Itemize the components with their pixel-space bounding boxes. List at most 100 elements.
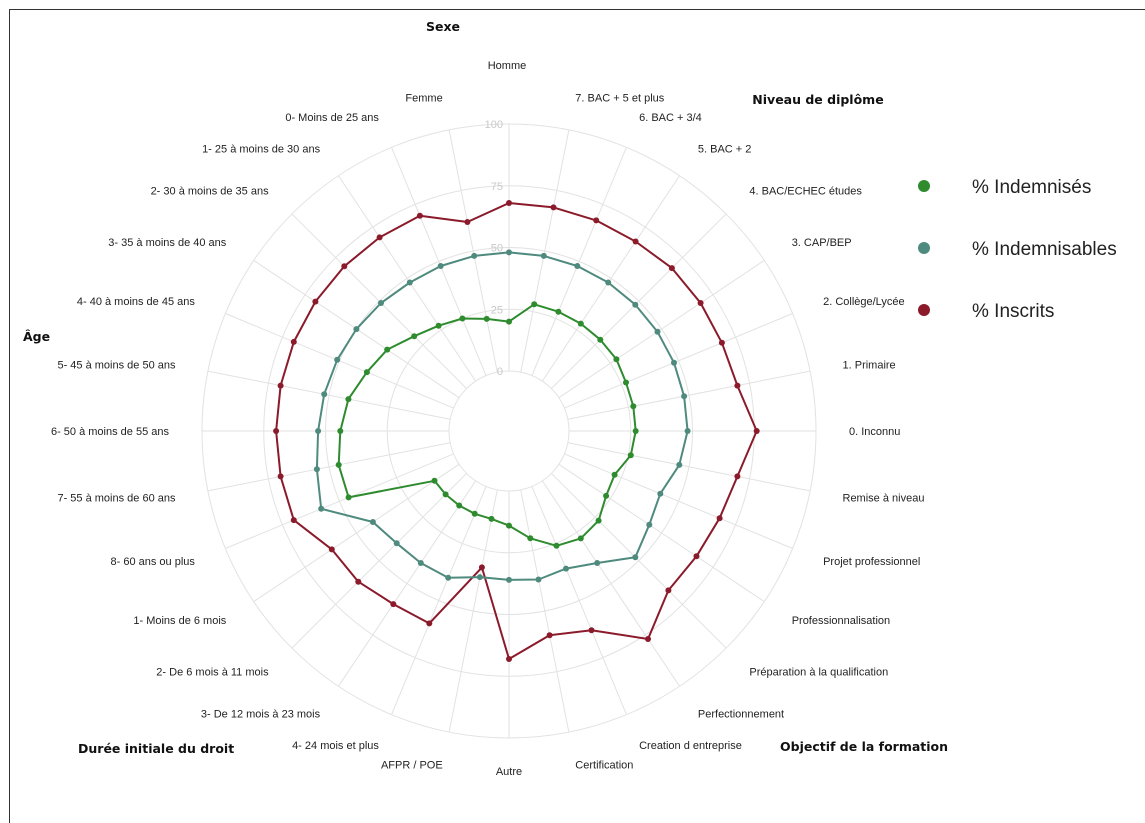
series-0-point-27 bbox=[384, 346, 391, 353]
series-2-point-27 bbox=[312, 298, 319, 305]
category-label-2: 6. BAC + 3/4 bbox=[639, 112, 702, 124]
grid-spoke-25 bbox=[207, 370, 451, 420]
category-label-21: 1- Moins de 6 mois bbox=[133, 615, 226, 627]
chart-frame bbox=[9, 9, 1145, 823]
group-label-duree: Durée initiale du droit bbox=[78, 741, 234, 756]
grid-spoke-30 bbox=[391, 147, 487, 376]
series-0-point-19 bbox=[456, 502, 463, 509]
series-0-point-5 bbox=[613, 356, 620, 363]
series-1-point-12 bbox=[632, 554, 639, 561]
category-label-8: 0. Inconnu bbox=[849, 426, 900, 438]
grid-ring-0 bbox=[448, 370, 570, 492]
series-2-point-19 bbox=[390, 601, 397, 608]
series-1-point-0 bbox=[506, 249, 512, 256]
series-0-point-30 bbox=[459, 315, 466, 322]
series-0-point-23 bbox=[335, 461, 342, 468]
series-0-point-26 bbox=[363, 369, 370, 376]
series-1-point-19 bbox=[417, 560, 424, 566]
series-2-point-2 bbox=[593, 217, 600, 224]
series-2-point-10 bbox=[716, 515, 723, 522]
grid-spoke-12 bbox=[551, 473, 727, 649]
group-label-niveau: Niveau de diplôme bbox=[752, 92, 883, 107]
grid-spoke-2 bbox=[531, 147, 627, 376]
series-1-point-8 bbox=[684, 428, 691, 434]
series-1-point-6 bbox=[671, 359, 677, 366]
series-2-point-23 bbox=[277, 473, 284, 480]
series-2-point-9 bbox=[734, 473, 741, 480]
series-0-point-3 bbox=[577, 320, 584, 327]
grid-spoke-18 bbox=[391, 486, 487, 715]
series-0-point-28 bbox=[411, 333, 418, 340]
series-1-point-23 bbox=[313, 466, 320, 473]
category-label-11: Professionnalisation bbox=[792, 615, 890, 627]
series-2-point-1 bbox=[550, 204, 557, 211]
series-0-point-15 bbox=[527, 535, 534, 542]
grid-spoke-21 bbox=[253, 463, 460, 602]
series-2-point-11 bbox=[693, 553, 700, 560]
category-label-29: 1- 25 à moins de 30 ans bbox=[202, 143, 321, 155]
series-2-point-5 bbox=[697, 300, 704, 306]
series-line-1 bbox=[315, 251, 689, 581]
legend-label-indemnises: % Indemnisés bbox=[972, 177, 1091, 198]
series-1-point-21 bbox=[369, 519, 376, 525]
series-0-point-8 bbox=[632, 428, 639, 434]
category-label-20: 2- De 6 mois à 11 mois bbox=[156, 666, 269, 678]
series-1-point-15 bbox=[535, 576, 542, 583]
category-label-23: 7- 55 à moins de 60 ans bbox=[57, 492, 176, 504]
series-0-point-14 bbox=[553, 542, 560, 549]
series-2-point-4 bbox=[668, 265, 675, 272]
series-2-point-25 bbox=[277, 382, 284, 389]
series-2-point-21 bbox=[328, 546, 335, 553]
series-1-point-1 bbox=[540, 252, 547, 259]
grid-spoke-17 bbox=[448, 489, 498, 733]
category-label-17: AFPR / POE bbox=[381, 760, 443, 772]
category-label-25: 5- 45 à moins de 50 ans bbox=[57, 360, 176, 372]
grid-spoke-13 bbox=[541, 480, 680, 687]
series-0-point-25 bbox=[345, 396, 352, 403]
series-2-point-18 bbox=[426, 620, 433, 627]
group-label-objectif: Objectif de la formation bbox=[780, 739, 948, 754]
tick-label-50: 50 bbox=[491, 243, 503, 255]
series-2-point-29 bbox=[376, 234, 383, 241]
grid-spoke-29 bbox=[338, 175, 477, 382]
radar-grid bbox=[201, 123, 817, 739]
series-1-point-2 bbox=[574, 263, 581, 269]
series-0-point-6 bbox=[623, 379, 629, 386]
grid-spoke-7 bbox=[567, 370, 811, 420]
category-label-10: Projet professionnel bbox=[823, 556, 920, 568]
category-label-26: 4- 40 à moins de 45 ans bbox=[77, 296, 196, 308]
series-0-point-7 bbox=[630, 403, 637, 410]
series-1-point-13 bbox=[594, 560, 601, 566]
category-label-1: 7. BAC + 5 et plus bbox=[575, 93, 664, 105]
grid-spoke-6 bbox=[564, 313, 793, 409]
legend-item-inscrits: % Inscrits bbox=[918, 301, 1054, 322]
legend-marker-indemnises bbox=[918, 180, 930, 192]
category-label-3: 5. BAC + 2 bbox=[698, 143, 752, 155]
series-0-point-16 bbox=[506, 522, 512, 529]
grid-spoke-9 bbox=[567, 442, 811, 492]
legend-label-inscrits: % Inscrits bbox=[972, 301, 1054, 322]
category-label-6: 2. Collège/Lycée bbox=[823, 296, 905, 308]
category-label-19: 3- De 12 mois à 23 mois bbox=[201, 709, 321, 721]
series-0-point-1 bbox=[531, 301, 538, 308]
series-2-point-12 bbox=[665, 587, 672, 594]
legend-item-indemnises: % Indemnisés bbox=[918, 177, 1091, 198]
series-0-point-13 bbox=[577, 535, 584, 542]
series-2-point-15 bbox=[546, 632, 553, 639]
series-1-point-31 bbox=[471, 252, 478, 259]
series-1-point-27 bbox=[353, 326, 360, 333]
series-1-point-9 bbox=[676, 461, 683, 468]
series-0-point-2 bbox=[555, 308, 562, 315]
series-1-point-7 bbox=[681, 393, 688, 400]
grid-spoke-4 bbox=[551, 213, 727, 389]
grid-spoke-1 bbox=[520, 129, 570, 373]
series-2-point-28 bbox=[341, 263, 348, 270]
tick-label-25: 25 bbox=[491, 304, 503, 316]
category-label-16: Autre bbox=[496, 766, 522, 778]
category-label-4: 4. BAC/ECHEC études bbox=[749, 186, 862, 198]
category-label-24: 6- 50 à moins de 55 ans bbox=[51, 426, 170, 438]
series-1-point-14 bbox=[563, 565, 569, 572]
legend-label-indemnisables: % Indemnisables bbox=[972, 239, 1117, 260]
category-label-15: Certification bbox=[575, 760, 633, 772]
